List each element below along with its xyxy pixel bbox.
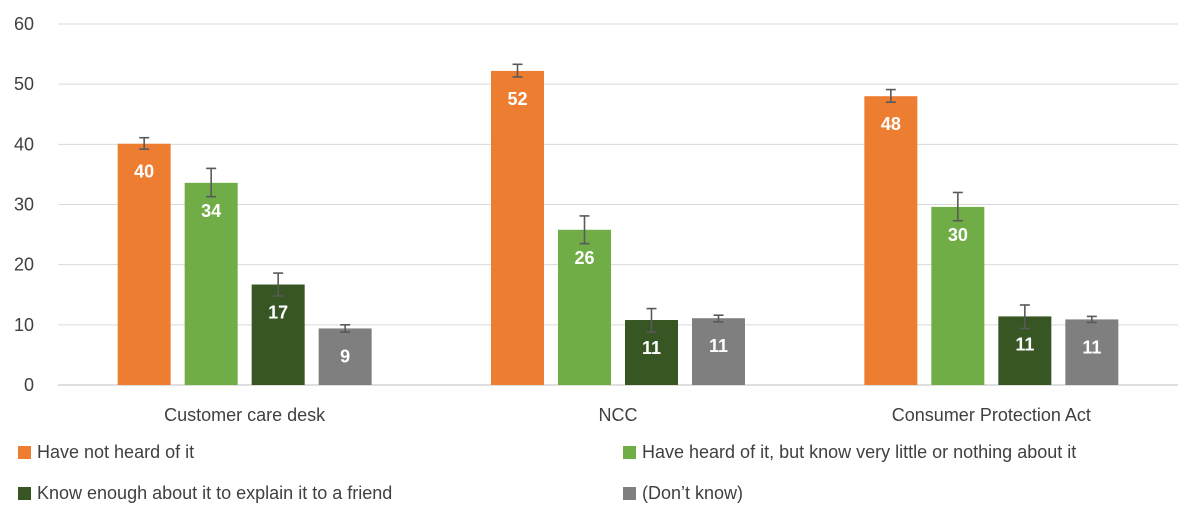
data-labels: 40 34 17 9 52 26 11 11 48 30 11 11	[134, 89, 1101, 367]
y-tick-label: 30	[14, 195, 34, 215]
data-label: 9	[340, 346, 350, 366]
x-axis-categories: Customer care desk NCC Consumer Protection…	[164, 405, 1091, 425]
legend-label: Have not heard of it	[37, 442, 195, 462]
bars	[117, 70, 1119, 386]
bar	[558, 229, 611, 385]
legend-item-heard-little: Have heard of it, but know very little o…	[623, 442, 1076, 463]
y-tick-label: 10	[14, 315, 34, 335]
data-label: 11	[709, 336, 728, 356]
data-label: 11	[642, 338, 661, 358]
legend-label: (Don’t know)	[642, 483, 744, 503]
category-label: Consumer Protection Act	[892, 405, 1091, 425]
y-tick-label: 50	[14, 74, 34, 94]
data-label: 26	[574, 248, 594, 268]
legend-swatch	[18, 487, 31, 500]
y-tick-label: 60	[14, 14, 34, 34]
y-tick-label: 20	[14, 255, 34, 275]
bar	[692, 318, 745, 385]
data-label: 40	[134, 162, 154, 182]
bar	[117, 143, 171, 385]
data-label: 11	[1015, 334, 1034, 354]
data-label: 17	[268, 303, 288, 323]
legend-item-know-enough: Know enough about it to explain it to a …	[18, 483, 392, 504]
bar	[491, 70, 544, 386]
bar	[251, 284, 305, 385]
bar	[318, 328, 372, 385]
data-label: 48	[881, 114, 901, 134]
error-bars	[139, 63, 1097, 333]
legend-item-dont-know: (Don’t know)	[623, 483, 743, 504]
data-label: 52	[507, 89, 527, 109]
legend-label: Have heard of it, but know very little o…	[642, 442, 1077, 462]
category-label: Customer care desk	[164, 405, 326, 425]
bar	[864, 96, 918, 385]
legend-swatch	[18, 446, 31, 459]
gridlines	[58, 23, 1178, 386]
legend-swatch	[623, 487, 636, 500]
bar-chart: 0 10 20 30 40 50 60 40 34 17 9 52 26 11 11 48 30 11 11 Cu…	[14, 14, 1178, 425]
y-tick-label: 0	[24, 375, 34, 395]
y-axis-ticks: 0 10 20 30 40 50 60	[14, 14, 34, 395]
bar	[1065, 319, 1119, 385]
data-label: 30	[948, 225, 968, 245]
data-label: 34	[201, 201, 221, 221]
bar	[184, 182, 238, 385]
legend: Have not heard of it Have heard of it, b…	[0, 440, 1195, 508]
data-label: 11	[1082, 337, 1101, 357]
legend-label: Know enough about it to explain it to a …	[37, 483, 393, 503]
category-label: NCC	[599, 405, 638, 425]
bar	[931, 206, 985, 385]
y-tick-label: 40	[14, 134, 34, 154]
legend-swatch	[623, 446, 636, 459]
legend-item-not-heard: Have not heard of it	[18, 442, 194, 463]
